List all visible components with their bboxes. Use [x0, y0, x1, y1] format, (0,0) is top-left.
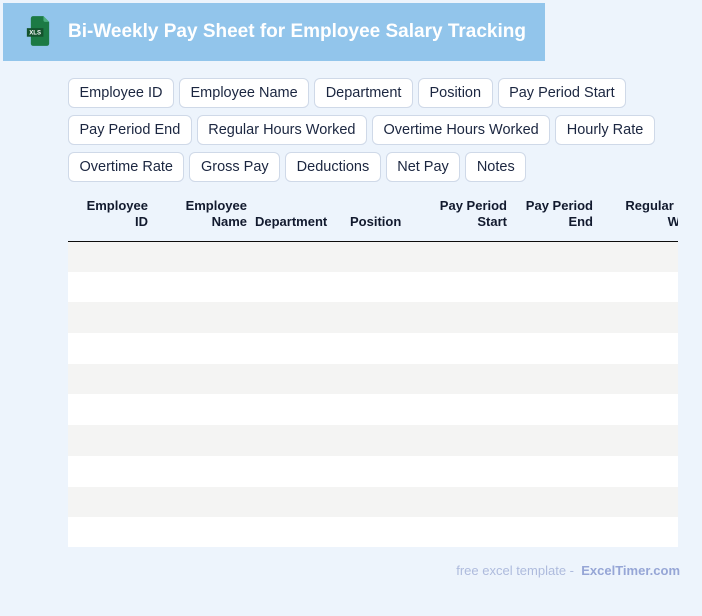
svg-text:XLS: XLS [29, 30, 41, 36]
